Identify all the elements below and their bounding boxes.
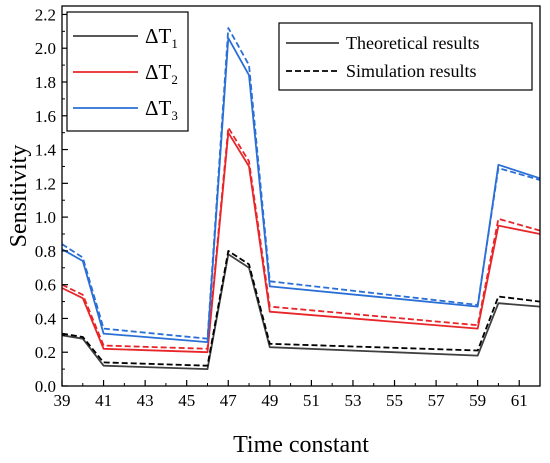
y-tick-label: 0.2 <box>35 343 56 362</box>
y-tick-label: 1.2 <box>35 174 56 193</box>
legend-label: Theoretical results <box>346 33 479 53</box>
x-axis-label: Time constant <box>233 432 369 458</box>
x-tick-label: 39 <box>54 391 71 410</box>
y-tick-label: 2.0 <box>35 39 56 58</box>
series-line-4 <box>61 126 541 350</box>
x-tick-label: 59 <box>469 391 486 410</box>
series-line-3 <box>61 131 541 354</box>
y-tick-label: 1.6 <box>35 107 56 126</box>
x-tick-label: 45 <box>178 391 195 410</box>
series-line-2 <box>61 249 541 367</box>
y-tick-label: 1.8 <box>35 73 56 92</box>
series-line-1 <box>61 253 541 371</box>
x-tick-label: 57 <box>428 391 446 410</box>
series-layer <box>61 27 541 371</box>
y-axis: 0.0 0.2 0.4 0.6 0.8 1.0 1.2 1.4 1.6 1.8 2.0 2.2 <box>35 5 68 396</box>
x-axis: 39 41 43 45 47 49 51 53 55 57 59 61 <box>54 380 528 410</box>
x-tick-label: 51 <box>303 391 320 410</box>
y-tick-label: 0.6 <box>35 276 56 295</box>
x-tick-label: 55 <box>386 391 403 410</box>
y-tick-label: 0.0 <box>35 377 56 396</box>
legend-label: Simulation results <box>346 61 477 81</box>
y-tick-label: 0.4 <box>35 309 57 328</box>
y-axis-label: Sensitivity <box>6 145 32 248</box>
x-tick-label: 49 <box>261 391 278 410</box>
y-tick-label: 1.4 <box>35 141 57 160</box>
y-tick-label: 2.2 <box>35 5 56 24</box>
x-tick-label: 53 <box>344 391 361 410</box>
series-line-6 <box>61 27 541 340</box>
x-tick-label: 61 <box>511 391 528 410</box>
x-tick-label: 41 <box>95 391 112 410</box>
legend-result-type: Theoretical results Simulation results <box>278 22 533 91</box>
y-tick-label: 1.0 <box>35 208 56 227</box>
x-tick-label: 47 <box>220 391 238 410</box>
y-tick-label: 0.8 <box>35 242 56 261</box>
legend-result-box <box>278 22 533 91</box>
plot-frame <box>61 5 541 387</box>
x-tick-label: 43 <box>137 391 154 410</box>
